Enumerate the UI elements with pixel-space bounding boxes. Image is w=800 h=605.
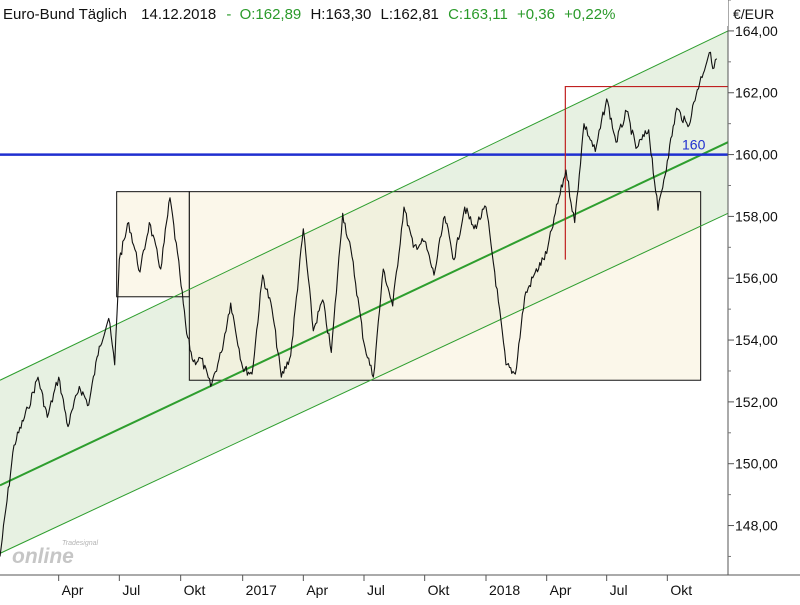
header-close: C:163,11 bbox=[448, 6, 508, 23]
range-box-1 bbox=[116, 191, 190, 298]
header-date: 14.12.2018 bbox=[141, 6, 216, 23]
header-instrument: Euro-Bund Täglich bbox=[3, 6, 127, 23]
header-low: L:162,81 bbox=[381, 6, 439, 23]
price-series bbox=[0, 51, 718, 557]
x-tick-label: Okt bbox=[428, 582, 450, 598]
annotation-lines: 160 bbox=[0, 30, 729, 554]
x-tick-label: Okt bbox=[184, 582, 206, 598]
x-tick-label: Jul bbox=[610, 582, 628, 598]
x-tick-label: 2017 bbox=[246, 582, 277, 598]
header-change: +0,36 bbox=[517, 6, 555, 23]
header-background bbox=[0, 0, 728, 26]
channel-lower-line bbox=[0, 212, 729, 554]
resistance-line bbox=[564, 85, 728, 260]
x-tick-label: Jul bbox=[122, 582, 140, 598]
x-tick-label: Jul bbox=[367, 582, 385, 598]
watermark-logo: online bbox=[12, 545, 74, 568]
y-tick-label: 164,00 bbox=[735, 23, 778, 39]
y-tick-label: 148,00 bbox=[735, 518, 778, 534]
price-line bbox=[0, 51, 718, 557]
y-tick-label: 160,00 bbox=[735, 147, 778, 163]
y-tick-label: 152,00 bbox=[735, 394, 778, 410]
y-tick-label: 162,00 bbox=[735, 85, 778, 101]
header-open: O:162,89 bbox=[240, 6, 302, 23]
y-tick-label: 156,00 bbox=[735, 270, 778, 286]
x-tick-label: Apr bbox=[62, 582, 84, 598]
x-tick-label: Apr bbox=[306, 582, 328, 598]
header-info: Euro-Bund Täglich 14.12.2018 - O:162,89 … bbox=[3, 6, 615, 23]
channel-middle-line bbox=[0, 141, 729, 487]
header-high: H:163,30 bbox=[310, 6, 371, 23]
annotation-fills bbox=[0, 30, 728, 554]
y-tick-label: 150,00 bbox=[735, 456, 778, 472]
header-sep: - bbox=[226, 6, 231, 23]
x-tick-label: Okt bbox=[670, 582, 692, 598]
horizontal-line-label: 160 bbox=[682, 137, 706, 153]
range-box-2 bbox=[188, 191, 702, 381]
watermark: Tradesignal online bbox=[12, 540, 99, 568]
x-tick-label: 2018 bbox=[489, 582, 520, 598]
y-tick-label: 154,00 bbox=[735, 332, 778, 348]
watermark-brand: Tradesignal bbox=[62, 540, 99, 547]
y-tick-label: 158,00 bbox=[735, 208, 778, 224]
unit-label: €/EUR bbox=[733, 6, 774, 22]
header-change-pct: +0,22% bbox=[564, 6, 615, 23]
x-tick-label: Apr bbox=[550, 582, 572, 598]
channel-upper-line bbox=[0, 30, 729, 381]
